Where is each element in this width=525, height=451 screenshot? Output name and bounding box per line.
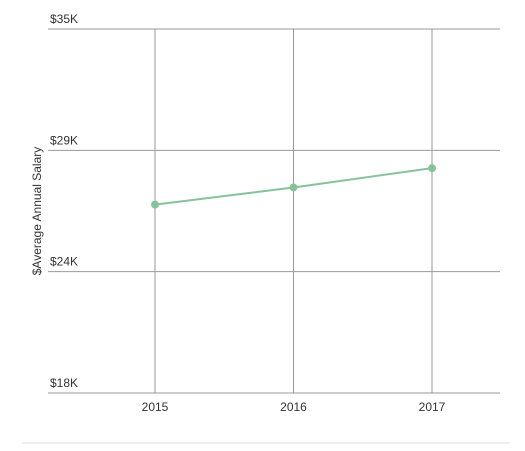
point xyxy=(428,164,436,173)
y-tick-label: $35K xyxy=(50,12,78,26)
point xyxy=(151,200,159,209)
y-tick-label: $18K xyxy=(50,376,78,390)
x-tick-label: 2015 xyxy=(142,400,169,414)
x-tick-label: 2017 xyxy=(419,400,446,414)
x-tick-label: 2016 xyxy=(280,400,307,414)
y-axis-title: $Average Annual Salary xyxy=(30,147,44,276)
y-tick-label: $29K xyxy=(50,133,78,147)
y-tick-label: $24K xyxy=(50,255,78,269)
point xyxy=(289,183,298,192)
